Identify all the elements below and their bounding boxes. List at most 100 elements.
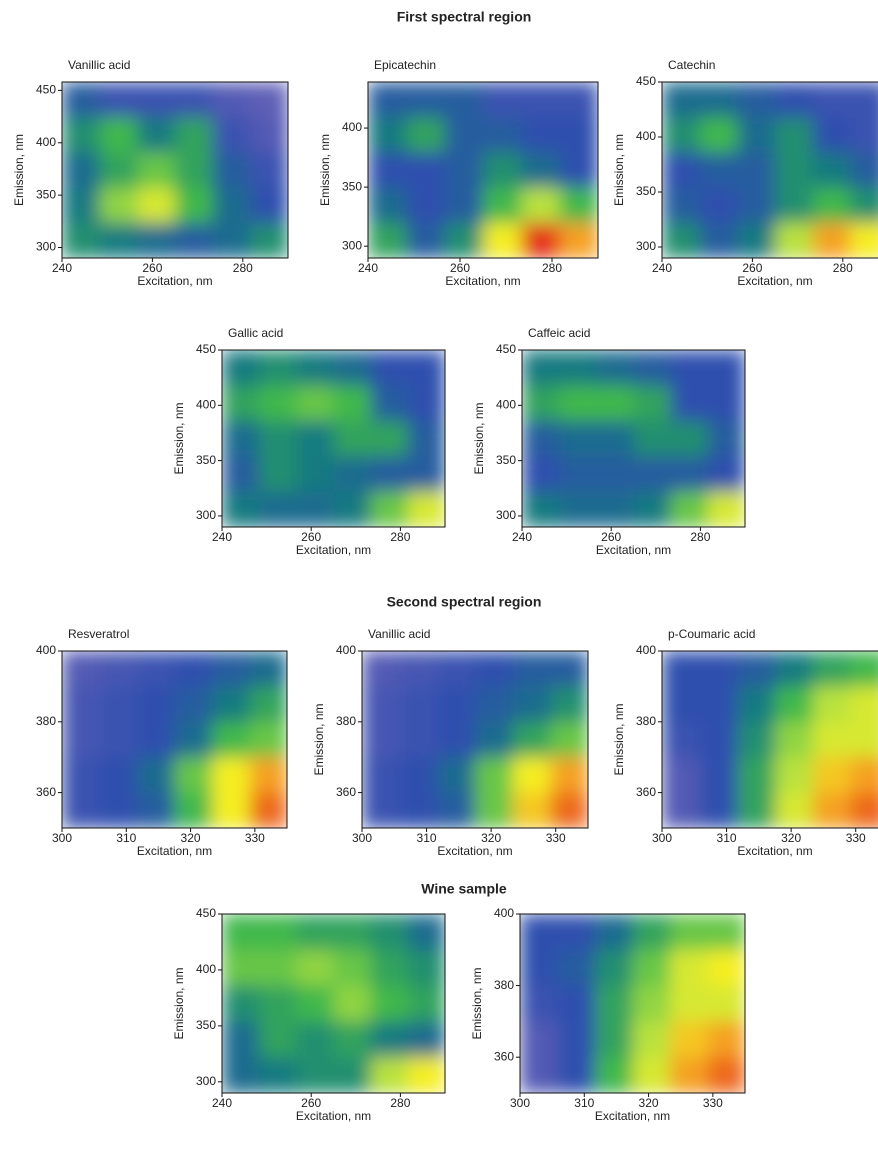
heatmap-cells (222, 350, 446, 528)
y-axis-label: Emission, nm (612, 134, 626, 206)
heatmap-cell (62, 152, 100, 188)
x-tick-label: 300 (52, 831, 72, 845)
heatmap-cell (708, 1021, 746, 1057)
heatmap-cell (213, 188, 251, 224)
heatmap-cell (100, 82, 138, 118)
heatmap-cell (670, 950, 708, 986)
heatmap-cell (100, 757, 138, 793)
y-tick-label: 350 (496, 453, 516, 467)
y-tick-label: 400 (636, 129, 656, 143)
heatmap-cell (222, 421, 260, 457)
heatmap-cell (175, 651, 213, 687)
heatmap-cell (560, 82, 599, 118)
heatmap-cell (813, 651, 851, 687)
y-tick-label: 360 (636, 785, 656, 799)
heatmap-cell (708, 421, 746, 457)
heatmap-cell (559, 385, 597, 421)
heatmap-cells (222, 914, 446, 1094)
heatmap-cell (334, 1057, 372, 1093)
heatmap-cell (175, 223, 213, 259)
heatmap-cell (371, 1057, 409, 1093)
heatmap-cell (212, 757, 250, 793)
heatmap-cell (775, 188, 813, 224)
heatmap-cell (595, 1021, 633, 1057)
heatmap-cell (662, 686, 700, 722)
heatmap-cell (671, 385, 709, 421)
heatmap-cell (475, 686, 513, 722)
y-tick-label: 380 (494, 978, 514, 992)
panel-title: Catechin (668, 58, 715, 72)
heatmap-cell (259, 1057, 297, 1093)
heatmap-cell (850, 651, 878, 687)
x-tick-label: 240 (52, 261, 72, 275)
y-tick-label: 400 (494, 906, 514, 920)
x-tick-label: 240 (512, 530, 532, 544)
heatmap-cells (520, 914, 746, 1094)
heatmap-cell (445, 152, 484, 188)
heatmap-cell (408, 421, 446, 457)
heatmap-cell (213, 223, 251, 259)
heatmap-cell (62, 757, 100, 793)
heatmap-cell (521, 117, 560, 153)
heatmap-cell (362, 651, 400, 687)
y-tick-label: 380 (36, 714, 56, 728)
heatmap-cell (296, 350, 334, 386)
heatmap-cell (671, 492, 709, 528)
heatmap-cell (408, 385, 446, 421)
y-tick-label: 300 (36, 240, 56, 254)
heatmap-cell (850, 757, 878, 793)
heatmap-cell (708, 914, 746, 950)
heatmap-cell (212, 686, 250, 722)
heatmap-cell (813, 793, 851, 829)
heatmap-cell (708, 456, 746, 492)
heatmap-cell (558, 986, 596, 1022)
heatmap-cell (406, 117, 445, 153)
heatmap-cell (259, 914, 297, 950)
panel: 240260280300350400450Excitation, nmEmiss… (172, 906, 445, 1123)
heatmap-cell (662, 651, 700, 687)
y-tick-label: 350 (342, 179, 362, 193)
y-tick-label: 450 (196, 342, 216, 356)
heatmap-cell (334, 421, 372, 457)
heatmap-cell (850, 117, 878, 153)
heatmap-cell (850, 82, 878, 118)
heatmap-cell (670, 1057, 708, 1093)
heatmap-cell (445, 223, 484, 259)
heatmap-cell (775, 651, 813, 687)
heatmap-cell (483, 82, 522, 118)
heatmap-cell (175, 757, 213, 793)
panel-title: Gallic acid (228, 326, 283, 340)
y-tick-label: 450 (636, 74, 656, 88)
heatmap-cell (558, 914, 596, 950)
heatmap-cell (850, 188, 878, 224)
heatmap-cell (813, 757, 851, 793)
y-tick-label: 300 (496, 508, 516, 522)
y-tick-label: 360 (336, 785, 356, 799)
heatmap-cell (222, 492, 260, 528)
x-tick-label: 320 (781, 831, 801, 845)
heatmap-cell (700, 722, 738, 758)
heatmap-cell (737, 117, 775, 153)
heatmap-cell (400, 793, 438, 829)
heatmap-cell (700, 188, 738, 224)
heatmap-cell (700, 651, 738, 687)
x-tick-label: 260 (301, 1096, 321, 1110)
heatmap-cell (596, 456, 634, 492)
heatmap-cell (483, 223, 522, 259)
heatmap-cell (62, 651, 100, 687)
x-tick-label: 330 (546, 831, 566, 845)
heatmap-cell (522, 385, 560, 421)
heatmap-cell (137, 757, 175, 793)
heatmap-cell (137, 651, 175, 687)
heatmap-cell (100, 722, 138, 758)
heatmap-cell (259, 421, 297, 457)
x-tick-label: 330 (245, 831, 265, 845)
heatmap-cell (708, 950, 746, 986)
heatmap-cell (513, 651, 551, 687)
heatmap-cell (222, 1021, 260, 1057)
heatmap-cell (296, 986, 334, 1022)
heatmap-cell (850, 686, 878, 722)
heatmap-cell (662, 757, 700, 793)
x-axis-label: Excitation, nm (137, 844, 212, 858)
x-tick-label: 320 (181, 831, 201, 845)
